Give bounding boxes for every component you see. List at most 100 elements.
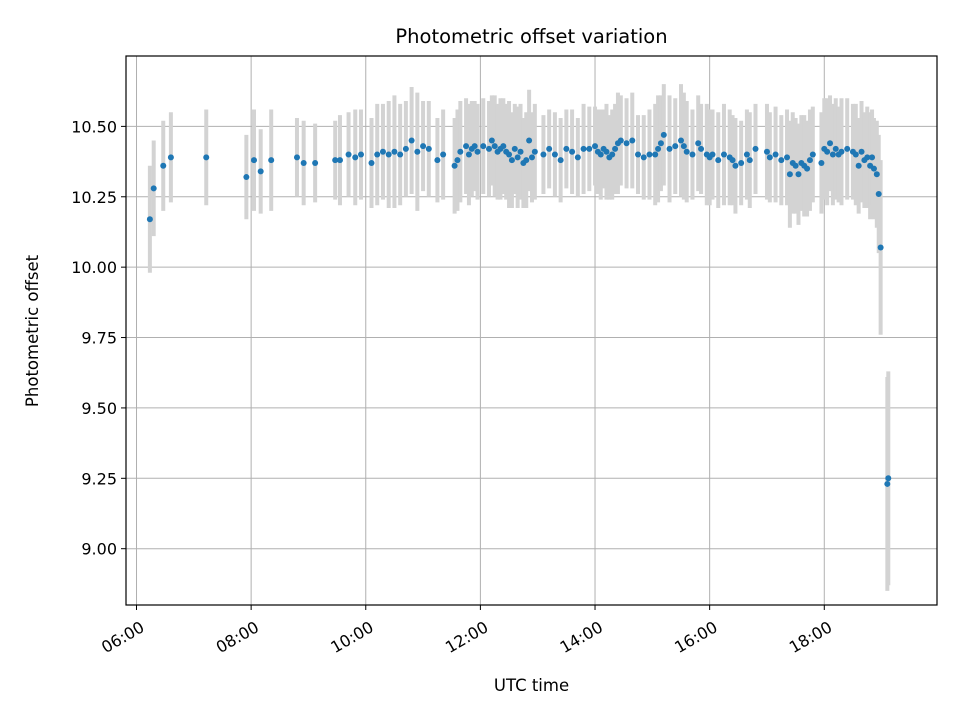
- x-axis-label: UTC time: [494, 676, 569, 695]
- data-point: [870, 165, 877, 172]
- data-point: [368, 159, 375, 166]
- data-point: [379, 148, 386, 155]
- data-point: [623, 140, 630, 147]
- data-point: [506, 151, 513, 158]
- data-point: [603, 148, 610, 155]
- data-point: [357, 151, 364, 158]
- y-axis-label: Photometric offset: [23, 254, 42, 407]
- data-point: [203, 154, 210, 161]
- data-point: [480, 143, 487, 150]
- data-point: [385, 151, 392, 158]
- data-point: [680, 143, 687, 150]
- data-point: [709, 151, 716, 158]
- data-point: [885, 475, 892, 482]
- data-point: [251, 157, 258, 164]
- data-point: [655, 145, 662, 152]
- data-point: [612, 145, 619, 152]
- data-point: [752, 145, 759, 152]
- data-point: [763, 148, 770, 155]
- data-point: [471, 143, 478, 150]
- data-point: [855, 162, 862, 169]
- data-point: [332, 157, 339, 164]
- data-point: [864, 154, 871, 161]
- data-point: [652, 151, 659, 158]
- data-point: [508, 157, 515, 164]
- data-point: [743, 151, 750, 158]
- data-point: [784, 154, 791, 161]
- data-point: [877, 244, 884, 251]
- plot-frame: [125, 55, 938, 606]
- data-point: [569, 148, 576, 155]
- y-tick-label: 9.25: [81, 469, 117, 488]
- data-point: [408, 137, 415, 144]
- data-point: [792, 162, 799, 169]
- data-point: [345, 151, 352, 158]
- data-point: [804, 165, 811, 172]
- data-point: [738, 159, 745, 166]
- data-point: [574, 154, 581, 161]
- data-point: [617, 137, 624, 144]
- data-point: [838, 148, 845, 155]
- data-point: [609, 151, 616, 158]
- data-point: [397, 151, 404, 158]
- data-point: [580, 145, 587, 152]
- data-point: [491, 143, 498, 150]
- y-tick-label: 9.00: [81, 540, 117, 559]
- data-point: [150, 185, 157, 192]
- data-point: [858, 148, 865, 155]
- data-point: [511, 145, 518, 152]
- data-point: [485, 145, 492, 152]
- data-point: [806, 157, 813, 164]
- data-point: [875, 190, 882, 197]
- data-point: [451, 162, 458, 169]
- data-point: [523, 157, 530, 164]
- data-point: [677, 137, 684, 144]
- data-point: [689, 151, 696, 158]
- data-point: [474, 148, 481, 155]
- data-point: [465, 151, 472, 158]
- data-point: [809, 151, 816, 158]
- data-point: [597, 151, 604, 158]
- data-point: [293, 154, 300, 161]
- data-point: [824, 148, 831, 155]
- data-point: [778, 157, 785, 164]
- data-point: [818, 159, 825, 166]
- data-point: [557, 157, 564, 164]
- data-point: [312, 159, 319, 166]
- data-point: [463, 143, 470, 150]
- data-point: [827, 140, 834, 147]
- data-point: [551, 151, 558, 158]
- y-tick-label: 9.50: [81, 399, 117, 418]
- y-tick-label: 10.25: [71, 188, 117, 207]
- data-point: [852, 151, 859, 158]
- data-point: [657, 140, 664, 147]
- data-point: [563, 145, 570, 152]
- data-point: [786, 171, 793, 178]
- data-point: [257, 168, 264, 175]
- data-point: [586, 145, 593, 152]
- data-point: [683, 148, 690, 155]
- data-point: [546, 145, 553, 152]
- y-tick-label: 9.75: [81, 329, 117, 348]
- data-point: [454, 157, 461, 164]
- data-point: [374, 151, 381, 158]
- y-tick-label: 10.00: [71, 258, 117, 277]
- data-point: [640, 154, 647, 161]
- data-point: [268, 157, 275, 164]
- data-point: [160, 162, 167, 169]
- data-point: [457, 148, 464, 155]
- data-point: [629, 137, 636, 144]
- data-point: [146, 216, 153, 223]
- data-point: [488, 137, 495, 144]
- data-point: [540, 151, 547, 158]
- data-point: [732, 162, 739, 169]
- data-point: [300, 159, 307, 166]
- data-point: [635, 151, 642, 158]
- data-point: [829, 151, 836, 158]
- data-point: [243, 174, 250, 181]
- data-point: [729, 157, 736, 164]
- data-point: [720, 151, 727, 158]
- data-point: [526, 137, 533, 144]
- data-point: [795, 171, 802, 178]
